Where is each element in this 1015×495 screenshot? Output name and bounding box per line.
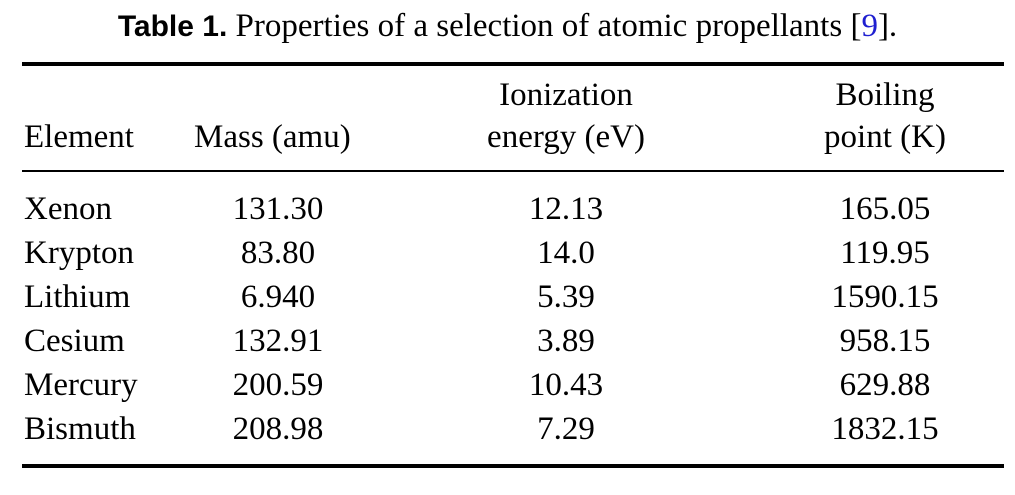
cell-ionization: 7.29	[537, 411, 595, 447]
table-top-rule	[22, 62, 1004, 66]
table-caption: Table 1. Properties of a selection of at…	[0, 6, 1015, 47]
caption-label: Table 1.	[117, 10, 228, 43]
cell-element: Lithium	[24, 279, 131, 315]
cell-mass: 208.98	[232, 411, 324, 447]
header-ionization-line1: Ionization	[499, 77, 633, 113]
table-header-rule	[22, 170, 1004, 172]
table-bottom-rule	[22, 464, 1004, 468]
table-row: Krypton 83.80 14.0 119.95	[0, 231, 1015, 275]
cell-element: Cesium	[24, 323, 125, 359]
cell-boiling: 958.15	[839, 323, 931, 359]
cell-mass: 132.91	[232, 323, 324, 359]
cell-ionization: 14.0	[537, 235, 595, 271]
header-boiling: Boiling point (K)	[800, 74, 970, 158]
cell-mass: 83.80	[240, 235, 316, 271]
cell-boiling: 1590.15	[831, 279, 939, 315]
table-row: Lithium 6.940 5.39 1590.15	[0, 275, 1015, 319]
cell-element: Xenon	[24, 191, 112, 227]
cell-boiling: 165.05	[839, 191, 931, 227]
caption-text-end: ].	[877, 8, 898, 44]
cell-boiling: 629.88	[839, 367, 931, 403]
header-ionization: Ionization energy (eV)	[476, 74, 656, 158]
header-boiling-line1: Boiling	[835, 77, 935, 113]
header-boiling-line2: point (K)	[824, 119, 946, 155]
reference-link[interactable]: 9	[861, 8, 878, 44]
cell-boiling: 1832.15	[831, 411, 939, 447]
cell-ionization: 10.43	[528, 367, 604, 403]
cell-ionization: 3.89	[537, 323, 595, 359]
table-row: Mercury 200.59 10.43 629.88	[0, 363, 1015, 407]
cell-ionization: 5.39	[537, 279, 595, 315]
cell-element: Krypton	[24, 235, 134, 271]
cell-ionization: 12.13	[528, 191, 604, 227]
table-row: Xenon 131.30 12.13 165.05	[0, 187, 1015, 231]
table-body: Xenon 131.30 12.13 165.05 Krypton 83.80 …	[0, 187, 1015, 451]
table-row: Cesium 132.91 3.89 958.15	[0, 319, 1015, 363]
header-element: Element	[24, 119, 134, 155]
table-row: Bismuth 208.98 7.29 1832.15	[0, 407, 1015, 451]
cell-mass: 131.30	[232, 191, 324, 227]
cell-boiling: 119.95	[840, 235, 930, 271]
cell-element: Bismuth	[24, 411, 136, 447]
caption-text: Properties of a selection of atomic prop…	[227, 8, 862, 44]
header-mass: Mass (amu)	[194, 119, 351, 155]
header-ionization-line2: energy (eV)	[487, 119, 645, 155]
cell-mass: 6.940	[240, 279, 316, 315]
cell-mass: 200.59	[232, 367, 324, 403]
cell-element: Mercury	[24, 367, 138, 403]
